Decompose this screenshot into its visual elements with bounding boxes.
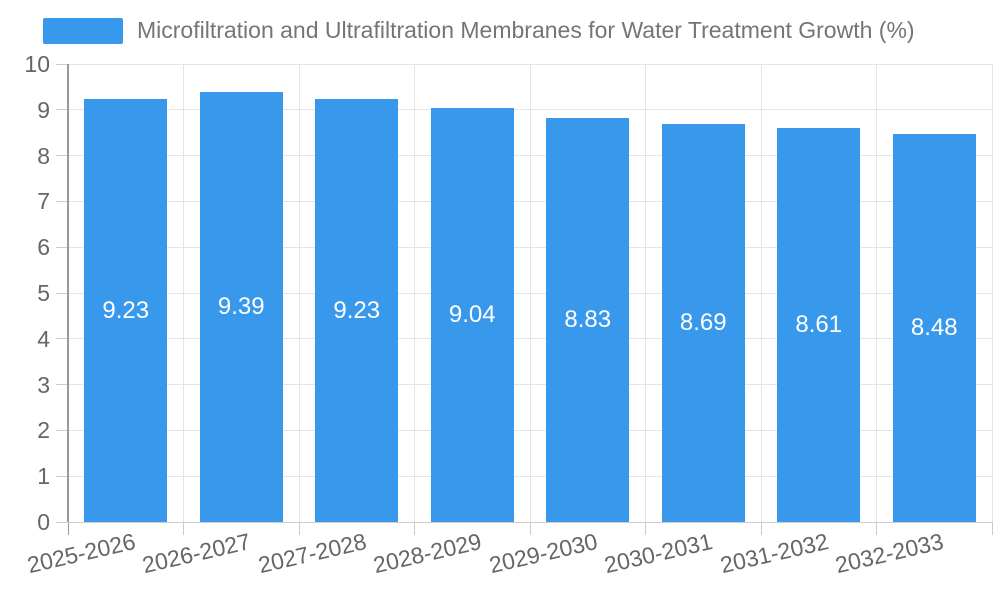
y-axis-label: 4 (37, 325, 50, 352)
x-tick-mark (760, 522, 762, 535)
x-gridline (991, 64, 993, 522)
bar[interactable] (546, 117, 630, 522)
y-tick-mark (56, 429, 68, 431)
y-axis-label: 8 (37, 142, 50, 169)
bar[interactable] (430, 107, 514, 522)
y-tick-mark (56, 292, 68, 294)
y-tick-mark (56, 384, 68, 386)
bar[interactable] (199, 91, 283, 522)
y-axis-label: 3 (37, 371, 50, 398)
bar[interactable] (315, 99, 399, 522)
chart-title: Microfiltration and Ultrafiltration Memb… (137, 17, 915, 43)
x-tick-mark (991, 522, 993, 535)
y-tick-mark (56, 109, 68, 111)
y-tick-mark (56, 155, 68, 157)
y-axis-label: 2 (37, 417, 50, 444)
x-gridline (414, 64, 415, 522)
y-axis-label: 10 (24, 51, 50, 77)
x-axis-line (68, 522, 992, 523)
x-gridline (183, 64, 184, 522)
x-gridline (876, 64, 877, 522)
x-tick-mark (529, 522, 531, 535)
y-axis-line (67, 64, 69, 522)
bar[interactable] (661, 123, 745, 522)
y-axis-label: 0 (37, 509, 50, 535)
x-gridline (760, 64, 762, 522)
y-tick-mark (56, 475, 68, 477)
x-tick-mark (645, 522, 646, 535)
legend-swatch-icon (43, 17, 123, 44)
y-axis-label: 6 (37, 234, 50, 261)
y-tick-mark (56, 246, 68, 248)
bar[interactable] (777, 127, 861, 522)
bar[interactable] (892, 133, 976, 522)
x-tick-mark (67, 522, 69, 535)
x-tick-mark (298, 522, 300, 535)
y-axis-label: 5 (37, 280, 50, 306)
x-tick-mark (183, 522, 184, 535)
y-tick-mark (56, 338, 68, 340)
x-gridline (529, 64, 531, 522)
y-tick-mark (56, 63, 68, 65)
x-gridline (298, 64, 300, 522)
y-axis-label: 9 (37, 96, 50, 123)
y-tick-mark (56, 521, 68, 523)
x-tick-mark (876, 522, 877, 535)
x-gridline (645, 64, 646, 522)
y-tick-mark (56, 200, 68, 202)
bar[interactable] (84, 99, 168, 522)
legend[interactable]: Microfiltration and Ultrafiltration Memb… (43, 17, 915, 44)
y-axis-label: 1 (37, 463, 50, 490)
y-axis-label: 7 (37, 188, 50, 215)
x-tick-mark (414, 522, 415, 535)
